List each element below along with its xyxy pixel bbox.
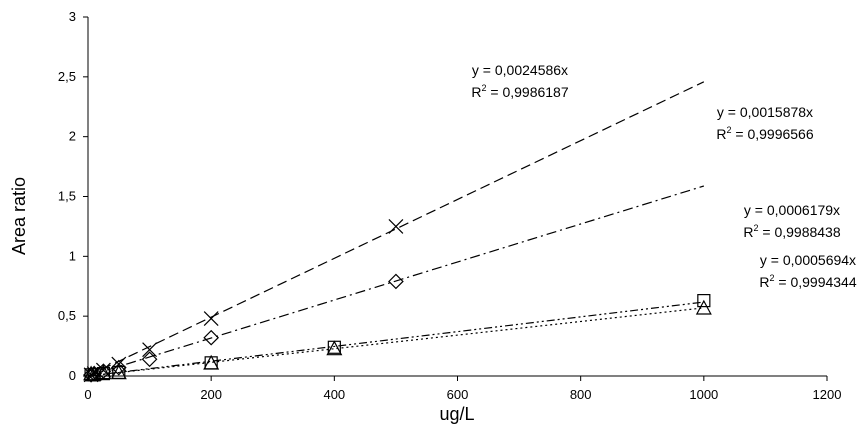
x-tick-label: 0: [84, 387, 91, 402]
y-tick-label: 2,5: [58, 69, 76, 84]
r-squared-prefix: R: [471, 84, 481, 100]
marker-square: [87, 368, 101, 382]
r-squared-superscript: 2: [753, 223, 758, 233]
x-tick-label: 200: [200, 387, 222, 402]
marker-triangle: [326, 340, 343, 356]
r-squared-label: R2 = 0,9994344: [759, 273, 856, 290]
trendline-triangle: [87, 307, 704, 377]
marker-x: [203, 311, 219, 326]
r-squared-value: = 0,9988438: [759, 224, 841, 240]
ticks: 0 0,5 1 1,5 2 2,5 3 0 200 400 600 800 1000 1200: [58, 9, 842, 402]
markers: [83, 218, 712, 383]
x-tick-label: 800: [570, 387, 592, 402]
equation-label: y = 0,0006179x: [744, 202, 840, 218]
x-tick-label: 400: [323, 387, 345, 402]
marker-diamond: [203, 329, 220, 346]
r-squared-label: R2 = 0,9996566: [716, 125, 813, 142]
r-squared-prefix: R: [716, 126, 726, 142]
r-squared-superscript: 2: [769, 273, 774, 283]
marker-x: [388, 218, 404, 234]
r-squared-label: R2 = 0,9986187: [471, 83, 568, 100]
r-squared-prefix: R: [759, 274, 769, 290]
r-squared-value: = 0,9994344: [775, 274, 857, 290]
r-squared-value: = 0,9996566: [732, 126, 814, 142]
x-tick-label: 1000: [689, 387, 718, 402]
marker-diamond: [110, 359, 127, 376]
equation-label: y = 0,0024586x: [472, 62, 568, 78]
x-tick-label: 1200: [813, 387, 842, 402]
y-tick-label: 0,5: [58, 308, 76, 323]
marker-square: [697, 294, 711, 308]
marker-triangle: [95, 364, 112, 380]
equation-label: y = 0,0005694x: [760, 252, 856, 268]
axes: [87, 17, 827, 377]
equation-label: y = 0,0015878x: [717, 104, 813, 120]
marker-triangle: [110, 364, 127, 380]
marker-diamond: [141, 351, 158, 368]
marker-triangle: [695, 299, 712, 315]
marker-x: [111, 356, 127, 372]
marker-diamond: [83, 366, 99, 383]
y-tick-label: 1,5: [58, 189, 76, 204]
r-squared-value: = 0,9986187: [487, 84, 569, 100]
trendline-square: [87, 301, 704, 377]
y-axis-title: Area ratio: [9, 177, 29, 255]
y-tick-label: 3: [69, 9, 76, 24]
x-axis-title: ug/L: [439, 404, 474, 424]
marker-triangle: [86, 365, 103, 381]
marker-triangle: [203, 354, 220, 370]
y-tick-label: 1: [69, 248, 76, 263]
trendline-diamond: [87, 185, 705, 377]
x-tick-label: 600: [447, 387, 469, 402]
marker-diamond: [388, 273, 404, 290]
r-squared-superscript: 2: [726, 125, 731, 135]
trendlines: [87, 81, 705, 377]
y-tick-label: 2: [69, 129, 76, 144]
trendline-x: [87, 81, 705, 377]
r-squared-prefix: R: [743, 224, 753, 240]
r-squared-label: R2 = 0,9988438: [743, 223, 840, 240]
r-squared-superscript: 2: [481, 83, 486, 93]
marker-x: [142, 342, 158, 358]
y-tick-label: 0: [69, 368, 76, 383]
